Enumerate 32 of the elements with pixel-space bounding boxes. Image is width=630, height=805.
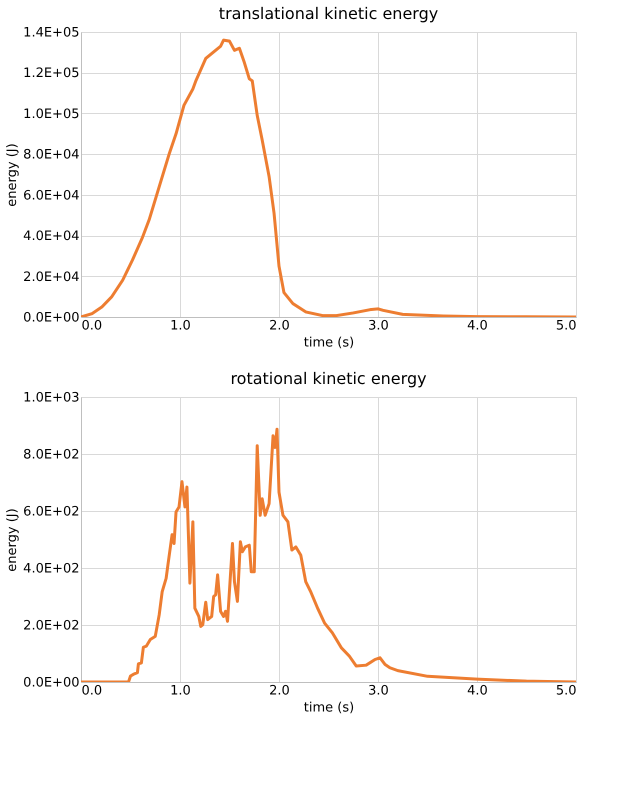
x-tick-label: 2.0 bbox=[269, 318, 290, 334]
y-tick-label: 4.0E+04 bbox=[23, 229, 80, 244]
x-tick-label: 3.0 bbox=[368, 684, 389, 698]
y-tick-label: 1.0E+03 bbox=[23, 390, 80, 406]
y-tick-label: 4.0E+02 bbox=[23, 562, 80, 576]
y-tick-label: 1.2E+05 bbox=[23, 66, 80, 82]
y-tick-label: 6.0E+04 bbox=[23, 188, 80, 204]
x-tick-label: 5.0 bbox=[556, 318, 576, 334]
y-axis-title: energy (J) bbox=[5, 143, 20, 207]
x-tick-label: 1.0 bbox=[170, 318, 191, 334]
y-tick-label: 2.0E+04 bbox=[23, 270, 80, 285]
x-axis-title: time (s) bbox=[304, 700, 354, 716]
y-axis-title: energy (J) bbox=[5, 508, 20, 572]
y-tick-label: 8.0E+02 bbox=[23, 448, 80, 462]
chart-title: translational kinetic energy bbox=[218, 4, 438, 23]
y-tick-label: 0.0E+00 bbox=[23, 310, 80, 326]
x-tick-label: 4.0 bbox=[467, 684, 488, 698]
y-tick-label: 1.0E+05 bbox=[23, 106, 80, 122]
x-tick-label: 0.0 bbox=[82, 318, 102, 334]
y-tick-label: 6.0E+02 bbox=[23, 504, 80, 520]
x-tick-label: 4.0 bbox=[467, 318, 488, 334]
x-tick-label: 3.0 bbox=[368, 318, 389, 334]
y-tick-label: 2.0E+02 bbox=[23, 618, 80, 634]
x-tick-label: 5.0 bbox=[556, 684, 576, 698]
x-axis-title: time (s) bbox=[304, 336, 354, 350]
y-tick-label: 1.4E+05 bbox=[23, 26, 80, 40]
y-tick-label: 8.0E+04 bbox=[23, 148, 80, 163]
y-tick-label: 0.0E+00 bbox=[23, 676, 80, 690]
x-tick-label: 0.0 bbox=[82, 684, 102, 698]
x-tick-label: 2.0 bbox=[269, 684, 290, 698]
chart-title: rotational kinetic energy bbox=[230, 369, 427, 388]
x-tick-label: 1.0 bbox=[170, 684, 191, 698]
